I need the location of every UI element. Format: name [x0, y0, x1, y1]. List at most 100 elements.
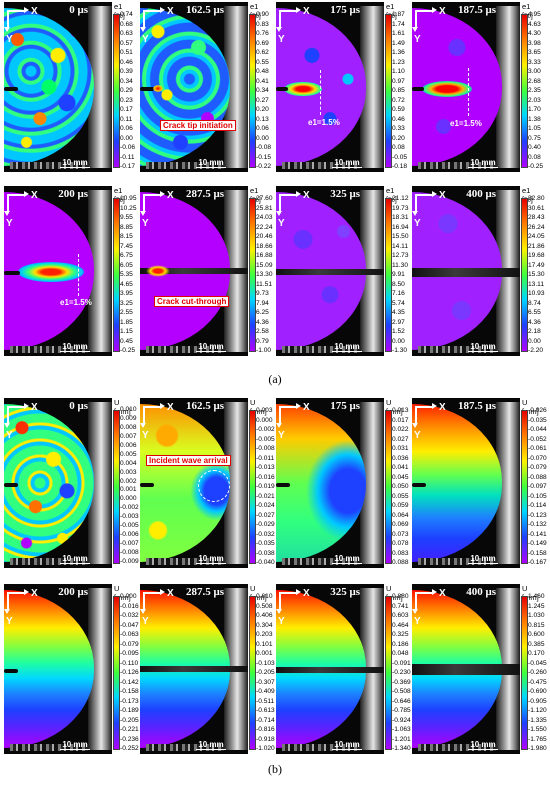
colorbar-tick-label: 0.406 [256, 612, 273, 619]
colorbar-tick-label: 4.36 [256, 318, 269, 326]
colorbar-tick-label: 0.69 [256, 39, 269, 47]
colorbar-tick-label: 0.006 [120, 441, 137, 449]
colorbar [113, 596, 120, 750]
time-label: 325 μs [330, 188, 360, 200]
colorbar-tick-label: -2.20 [528, 347, 544, 354]
colorbar-tick-label: 0.088 [392, 559, 409, 566]
time-label: 287.5 μs [185, 586, 224, 598]
x-axis-arrow [143, 191, 165, 197]
colorbar-tick-label: 0.880 [392, 593, 409, 600]
strain-panel-325us: X Y 325 μs 10 mm e1 [%] 21.1219.7318.311… [276, 186, 409, 356]
colorbar-tick-label: 0.72 [392, 96, 405, 104]
colorbar-tick-label: 1.36 [392, 49, 405, 56]
crack-path [140, 268, 248, 274]
colorbar-tick-label: -0.714 [256, 716, 275, 724]
colorbar-tick-label: 8.15 [120, 233, 133, 240]
colorbar-tick-label: -0.15 [256, 153, 272, 161]
colorbar-tick-label: -0.918 [256, 735, 275, 743]
incident-wave-arrival-annotation: Incident wave arrival [146, 455, 231, 466]
colorbar-tick-label: 32.80 [528, 195, 545, 202]
colorbar-tick-label: -0.027 [256, 511, 275, 519]
bottom-edge [146, 558, 224, 565]
colorbar-tick-label: 0.008 [120, 423, 137, 431]
contour-marker [78, 254, 79, 296]
colorbar-unit: U [mm] [522, 398, 539, 416]
colorbar-tick-label: -0.189 [120, 707, 139, 714]
colorbar-tick-label: -0.260 [528, 669, 547, 676]
y-axis-label: Y [6, 616, 13, 627]
y-axis-arrow [276, 10, 282, 32]
xy-axes: X Y [4, 402, 38, 441]
specimen-photo: X Y 0 μs 10 mm [4, 2, 112, 172]
colorbar-tick-label: 8.74 [528, 299, 541, 307]
colorbar-ticks: 4.95 4.63 4.30 3.98 3.65 3.33 3.00 2.68 2.35 2.03… [528, 10, 548, 172]
disp-panel-287-5us: X Y 287.5 μs 10 mm U [mm] 0.610 0.508 0.40… [140, 584, 275, 754]
colorbar-tick-label: 0.00 [392, 337, 405, 345]
specimen-photo: X Y 400 μs 10 mm [412, 186, 520, 356]
xy-axes: X Y [4, 190, 38, 229]
colorbar-tick-label: 0.85 [392, 87, 405, 94]
y-axis-arrow [140, 10, 146, 32]
colorbar-tick-label: -0.035 [256, 540, 275, 547]
colorbar-tick-label: -0.045 [528, 659, 547, 667]
colorbar-tick-label: 0.40 [528, 144, 541, 151]
x-axis-label: X [439, 588, 446, 599]
colorbar-tick-label: -0.816 [256, 726, 275, 733]
scale-bar: 10 mm [192, 554, 230, 565]
colorbar-tick-label: 4.30 [528, 30, 541, 37]
x-axis-label: X [303, 402, 310, 413]
colorbar-tick-label: -0.040 [256, 559, 275, 566]
crack-path [412, 268, 520, 277]
specimen-photo: X Y 162.5 μs Crack tip initiation 10 mm [140, 2, 248, 172]
xy-axes: X Y [4, 588, 38, 627]
strain-panel-400us: X Y 400 μs 10 mm e1 [%] 32.8030.6128.432… [412, 186, 545, 356]
colorbar-tick-label: -0.08 [256, 144, 272, 151]
colorbar-tick-label: 0.75 [528, 134, 541, 142]
notch [140, 483, 154, 487]
colorbar-tick-label: 0.97 [392, 77, 405, 85]
colorbar-tick-label: 0.06 [120, 125, 133, 132]
colorbar-ticks: 0.013 0.017 0.022 0.027 0.031 0.036 0.041 0.045… [392, 406, 412, 568]
colorbar-tick-label: -0.002 [120, 504, 139, 512]
colorbar-tick-label: 1.38 [528, 115, 541, 123]
crack-path [276, 667, 384, 673]
bottom-edge [418, 162, 496, 169]
colorbar [249, 410, 256, 564]
colorbar-tick-label: -0.123 [528, 511, 547, 519]
x-axis-label: X [167, 190, 174, 201]
colorbar-tick-label: -1.020 [256, 745, 275, 752]
colorbar-tick-label: 0.08 [528, 153, 541, 161]
colorbar-tick-label: 0.203 [256, 631, 273, 638]
colorbar-tick-label: 30.61 [528, 204, 545, 212]
colorbar-tick-label: -0.016 [256, 473, 275, 481]
colorbar-tick-label: 0.001 [120, 486, 137, 494]
xy-axes: X Y [276, 588, 310, 627]
colorbar-tick-label: -0.013 [256, 464, 275, 471]
colorbar-tick-label: 0.508 [256, 602, 273, 610]
colorbar-ticks: 0.003 0.000 -0.002 -0.005 -0.008 -0.011 -0.013… [256, 406, 276, 568]
colorbar-tick-label: -0.008 [256, 445, 275, 452]
colorbar-tick-label: -0.021 [256, 492, 275, 500]
time-label: 400 μs [466, 586, 496, 598]
colorbar-tick-label: 26.24 [528, 223, 545, 231]
colorbar-tick-label: 0.68 [120, 20, 133, 28]
colorbar-tick-label: -0.05 [392, 153, 408, 161]
colorbar-ticks: 0.000 -0.016 -0.032 -0.047 -0.063 -0.079 -0.09… [120, 592, 140, 754]
disp-panel-175us: X Y 175 μs 10 mm U [mm] 0.013 0.017 0.022 0… [276, 398, 409, 568]
disp-panel-400us: X Y 400 μs 10 mm U [mm] 1.460 1.245 1.030 0… [412, 584, 547, 754]
colorbar-tick-label: 0.000 [120, 593, 137, 600]
colorbar-tick-label: 0.464 [392, 621, 409, 629]
colorbar-tick-label: -0.005 [120, 522, 139, 530]
colorbar-ticks: 0.74 0.68 0.63 0.57 0.51 0.46 0.39 0.34 0.29 0.23… [120, 10, 140, 172]
colorbar-tick-label: 1.030 [528, 612, 545, 619]
colorbar-tick-label: 0.76 [256, 30, 269, 37]
x-axis-label: X [167, 6, 174, 17]
colorbar-tick-label: -0.173 [120, 697, 139, 705]
colorbar-tick-label: -0.105 [528, 492, 547, 500]
colorbar-tick-label: 13.30 [256, 271, 273, 278]
x-axis-arrow [415, 7, 437, 13]
colorbar-tick-label: -0.508 [392, 688, 411, 695]
scale-bar: 10 mm [192, 342, 230, 353]
colorbar-tick-label: 0.064 [392, 511, 409, 519]
crack-path [412, 664, 520, 675]
